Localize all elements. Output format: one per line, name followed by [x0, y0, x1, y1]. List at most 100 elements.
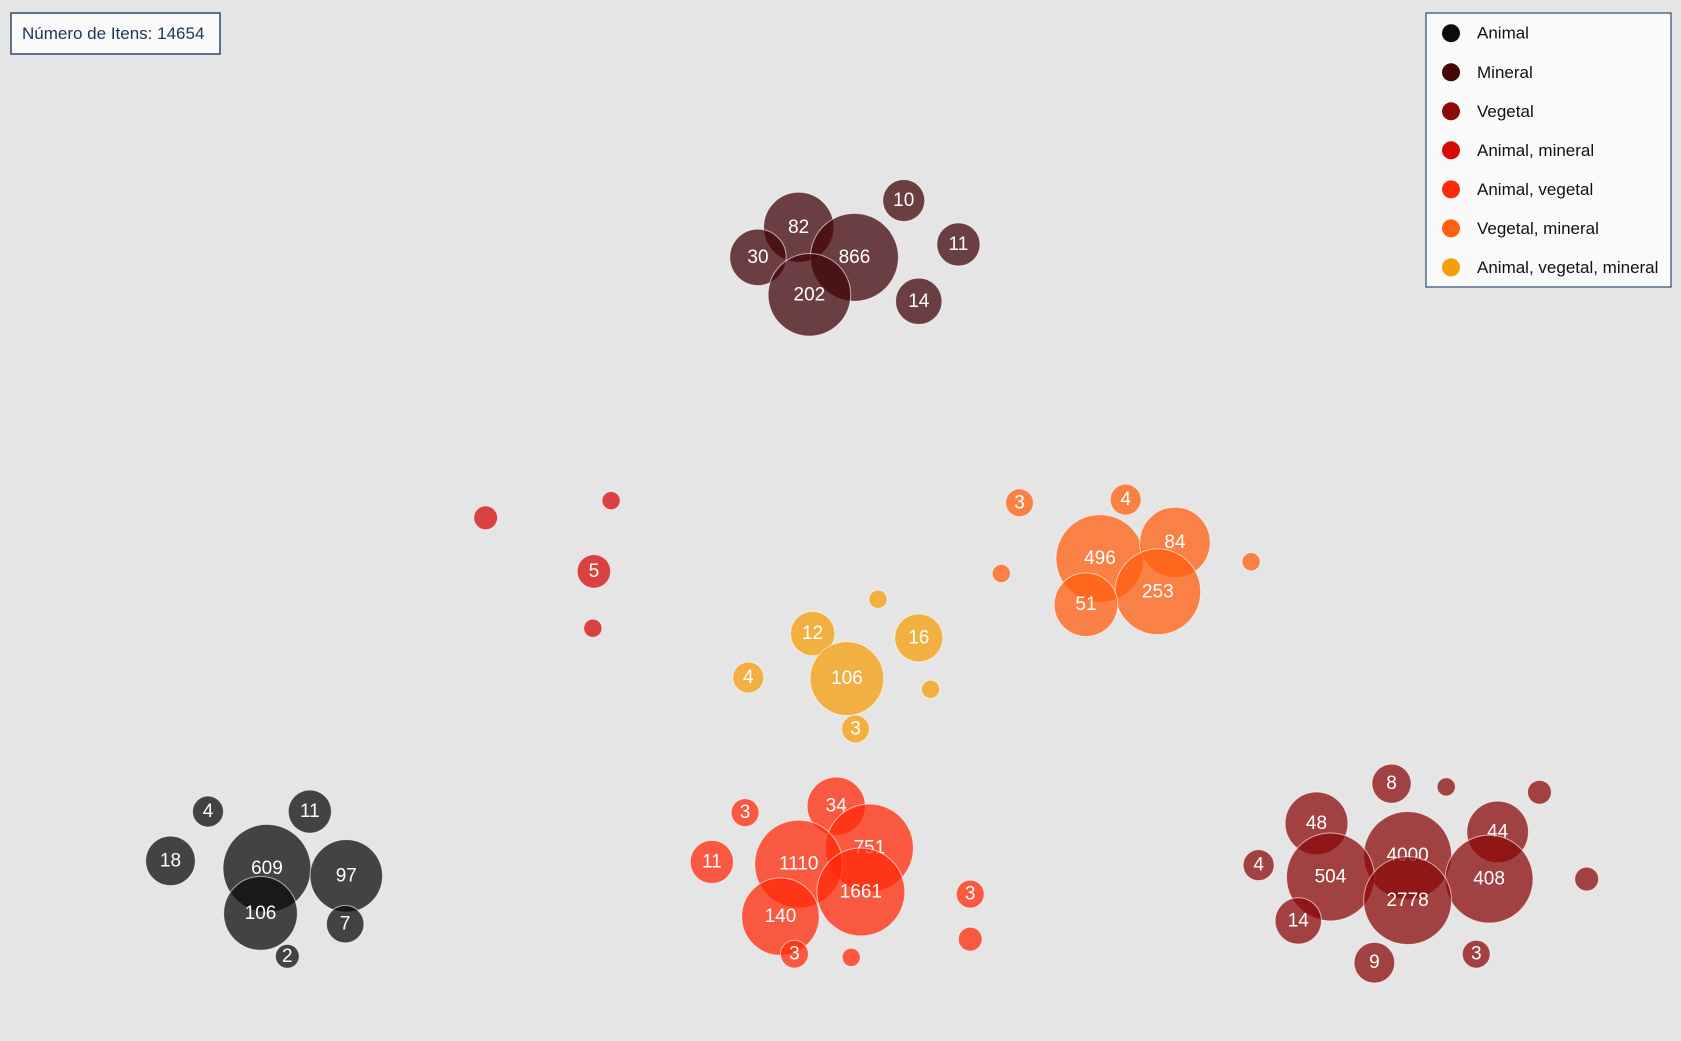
- bubble: [957, 926, 983, 952]
- bubble: [868, 589, 888, 609]
- bubble-label: 253: [1142, 581, 1174, 602]
- legend-swatch: [1442, 24, 1460, 43]
- bubble-label: 12: [802, 623, 823, 644]
- bubble-label: 496: [1084, 548, 1116, 569]
- bubble-label: 9: [1369, 952, 1380, 973]
- bubble: [325, 904, 365, 944]
- bubble-label: 5: [589, 561, 600, 582]
- legend-label: Vegetal, mineral: [1477, 219, 1599, 238]
- bubble-label: 11: [949, 234, 969, 255]
- legend-swatch: [1442, 63, 1460, 82]
- bubble-label: 140: [765, 906, 797, 927]
- bubble-label: 504: [1315, 866, 1347, 887]
- bubble: [223, 876, 298, 951]
- bubble: [1353, 941, 1396, 984]
- bubble-label: 202: [794, 284, 826, 305]
- bubble-label: 14: [908, 291, 930, 312]
- legend-label: Animal: [1477, 24, 1529, 43]
- bubble: [841, 947, 861, 967]
- bubble: [841, 714, 870, 744]
- bubble-label: 34: [826, 796, 848, 817]
- bubble: [955, 879, 985, 909]
- bubble: [287, 789, 332, 834]
- bubble-label: 10: [893, 190, 914, 211]
- bubble-label: 11: [300, 801, 320, 822]
- bubble: [809, 641, 885, 716]
- bubble: [732, 661, 765, 694]
- bubble: [1241, 552, 1261, 572]
- bubble: [1109, 483, 1142, 516]
- legend-label: Animal, vegetal: [1477, 180, 1593, 199]
- bubble: [689, 839, 734, 885]
- bubble-label: 4: [1253, 855, 1264, 876]
- legend-label: Animal, mineral: [1477, 141, 1594, 160]
- bubble-label: 1661: [840, 881, 882, 902]
- bubble: [191, 795, 224, 828]
- bubble: [1363, 856, 1453, 945]
- bubble-label: 3: [789, 944, 800, 965]
- bubble-label: 84: [1164, 532, 1186, 553]
- counter-box: [10, 12, 221, 55]
- bubble-label: 16: [908, 627, 929, 648]
- bubble: [1527, 779, 1552, 805]
- bubble-label: 609: [251, 858, 283, 879]
- bubble-label: 8: [1386, 773, 1397, 794]
- bubble: [894, 613, 944, 663]
- bubble-label: 48: [1306, 813, 1327, 834]
- bubble-label: 4: [743, 667, 754, 688]
- bubble: [1005, 488, 1034, 518]
- legend-swatch: [1442, 219, 1460, 238]
- bubble: [145, 835, 196, 887]
- bubble-label: 106: [245, 903, 277, 924]
- bubble: [1053, 572, 1119, 637]
- bubble: [601, 491, 621, 511]
- bubble-label: 11: [702, 851, 722, 872]
- bubble: [789, 610, 836, 657]
- bubble-label: 3: [850, 719, 861, 740]
- bubble-label: 106: [831, 668, 863, 689]
- bubble: [936, 222, 981, 267]
- legend-label: Animal, vegetal, mineral: [1477, 258, 1658, 277]
- bubble: [1274, 897, 1322, 945]
- bubble: [1574, 866, 1600, 892]
- bubble-label: 18: [160, 850, 181, 871]
- bubble-label: 2778: [1386, 890, 1428, 911]
- bubble: [1461, 939, 1491, 969]
- legend-swatch: [1442, 141, 1460, 160]
- bubble-label: 3: [1014, 492, 1025, 513]
- bubble: [779, 939, 809, 969]
- bubble-label: 30: [747, 247, 768, 268]
- legend-swatch: [1442, 258, 1460, 277]
- bubble-label: 408: [1473, 869, 1505, 890]
- bubble: [729, 228, 787, 287]
- bubble-label: 82: [788, 217, 809, 238]
- bubble-label: 2: [282, 946, 293, 967]
- bubble: [767, 253, 852, 337]
- legend-swatch: [1442, 102, 1460, 121]
- bubble: [576, 554, 612, 589]
- bubble-label: 866: [839, 247, 871, 268]
- bubble: [730, 798, 760, 828]
- bubble: [1242, 849, 1275, 882]
- bubble: [882, 178, 926, 222]
- bubble: [1371, 763, 1412, 804]
- legend-box: [1425, 12, 1672, 288]
- bubble: [583, 618, 603, 638]
- bubble: [920, 679, 941, 699]
- bubble: [895, 277, 943, 325]
- bubble: [816, 847, 906, 937]
- bubble-label: 4: [203, 801, 214, 822]
- legend: Animal Mineral Vegetal Animal, mineral Anima…: [1442, 24, 1658, 277]
- legend-label: Vegetal: [1477, 102, 1534, 121]
- legend-label: Mineral: [1477, 63, 1533, 82]
- bubble-label: 3: [965, 884, 976, 905]
- bubble: [473, 505, 499, 531]
- bubble-label: 7: [340, 914, 351, 935]
- bubble-label: 4: [1120, 489, 1131, 510]
- bubble-label: 14: [1288, 910, 1310, 931]
- bubble-label: 3: [1471, 944, 1482, 965]
- bubble-label: 3: [740, 802, 751, 823]
